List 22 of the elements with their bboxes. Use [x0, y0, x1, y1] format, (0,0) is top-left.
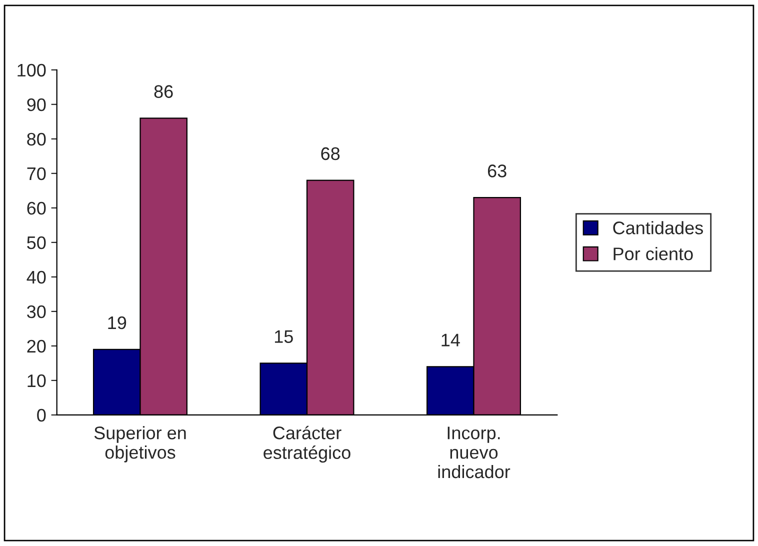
x-tick-label: Carácter estratégico — [264, 426, 350, 463]
x-tick-label: Superior en objetivos — [94, 426, 186, 462]
x-tick-label: Incorp. nuevo indicador — [438, 426, 510, 478]
y-tick-label: 70 — [27, 167, 46, 180]
data-label: 68 — [321, 147, 340, 160]
y-tick-label: 80 — [27, 132, 46, 146]
legend-label: Por ciento — [614, 247, 693, 260]
y-tick-label: 100 — [18, 64, 46, 77]
y-tick-label: 10 — [28, 374, 46, 388]
y-tick-label: 40 — [26, 270, 46, 284]
legend-label: Cantidades — [613, 221, 703, 234]
y-tick-label: 50 — [27, 236, 46, 250]
data-label: 15 — [274, 330, 293, 343]
data-label: 14 — [442, 334, 460, 346]
y-tick-label: 0 — [37, 408, 46, 422]
data-label: 19 — [108, 316, 126, 330]
y-tick-label: 30 — [27, 305, 46, 318]
data-label: 63 — [488, 164, 506, 178]
y-tick-label: 60 — [27, 202, 46, 215]
data-label: 86 — [154, 85, 173, 98]
y-tick-label: 90 — [27, 98, 46, 112]
y-tick-label: 20 — [27, 340, 46, 353]
